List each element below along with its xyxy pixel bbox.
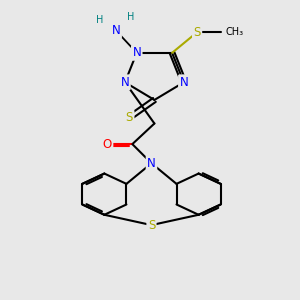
Text: S: S — [126, 111, 133, 124]
Text: H: H — [127, 13, 134, 22]
Text: N: N — [121, 76, 129, 89]
Text: H: H — [96, 15, 103, 26]
Text: S: S — [194, 26, 201, 39]
Text: S: S — [148, 219, 155, 232]
Text: N: N — [132, 46, 141, 59]
Text: CH₃: CH₃ — [225, 27, 243, 37]
Text: N: N — [147, 157, 156, 170]
Text: N: N — [112, 24, 121, 37]
Text: O: O — [103, 138, 112, 151]
Text: N: N — [179, 76, 188, 89]
